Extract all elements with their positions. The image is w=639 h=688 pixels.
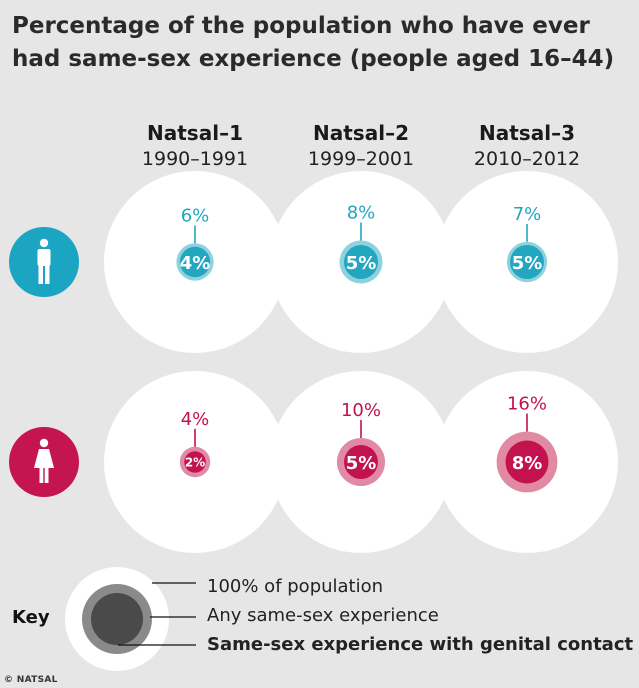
any-experience-label-women-2: 10% [341,400,381,421]
genital-contact-label-women-1: 2% [185,456,205,470]
genital-contact-label-women-3: 8% [512,453,543,474]
genital-contact-circle-women-3 [505,440,549,484]
genital-contact-circle-women-2 [344,445,378,479]
any-experience-label-men-2: 8% [347,203,376,224]
row-women: 4% 2% 10% 5% 16% 8% [9,371,618,553]
survey-years-2: 1999–2001 [308,148,414,170]
genital-contact-circle-men-2 [344,245,378,279]
survey-name-2: Natsal–2 [313,121,409,145]
genital-contact-label-men-2: 5% [346,253,377,274]
male-icon [9,227,79,297]
any-experience-label-women-1: 4% [181,409,210,430]
chart-rows: 6% 4% 8% 5% 7% 5% 4% 2% 10% 5% 16% 8% [9,171,618,553]
genital-contact-label-men-3: 5% [512,253,543,274]
genital-contact-circle-men-3 [510,245,544,279]
chart-title: Percentage of the population who have ev… [12,13,615,72]
genital-contact-label-women-2: 5% [346,453,377,474]
survey-years-1: 1990–1991 [142,148,248,170]
any-experience-label-men-3: 7% [513,204,542,225]
key-item-1: 100% of population [207,576,383,597]
key-item-3: Same-sex experience with genital contact [207,634,633,655]
any-experience-label-men-1: 6% [181,205,210,226]
genital-contact-label-men-1: 4% [180,253,211,274]
genital-contact-circle-men-1 [179,246,211,278]
survey-headers: Natsal–1 1990–1991 Natsal–2 1999–2001 Natsal… [142,121,580,170]
row-men: 6% 4% 8% 5% 7% 5% [9,171,618,353]
source-credit: © NATSAL [4,675,58,685]
female-icon [9,427,79,497]
any-experience-label-women-3: 16% [507,394,547,415]
survey-name-3: Natsal–3 [479,121,575,145]
key-legend: Key 100% of population Any same-sex experi… [12,567,633,671]
key-item-2: Any same-sex experience [207,605,439,626]
key-title: Key [12,607,50,628]
genital-contact-circle-women-1 [184,451,206,473]
key-genital-circle [91,593,143,645]
survey-years-3: 2010–2012 [474,148,580,170]
survey-name-1: Natsal–1 [147,121,243,145]
